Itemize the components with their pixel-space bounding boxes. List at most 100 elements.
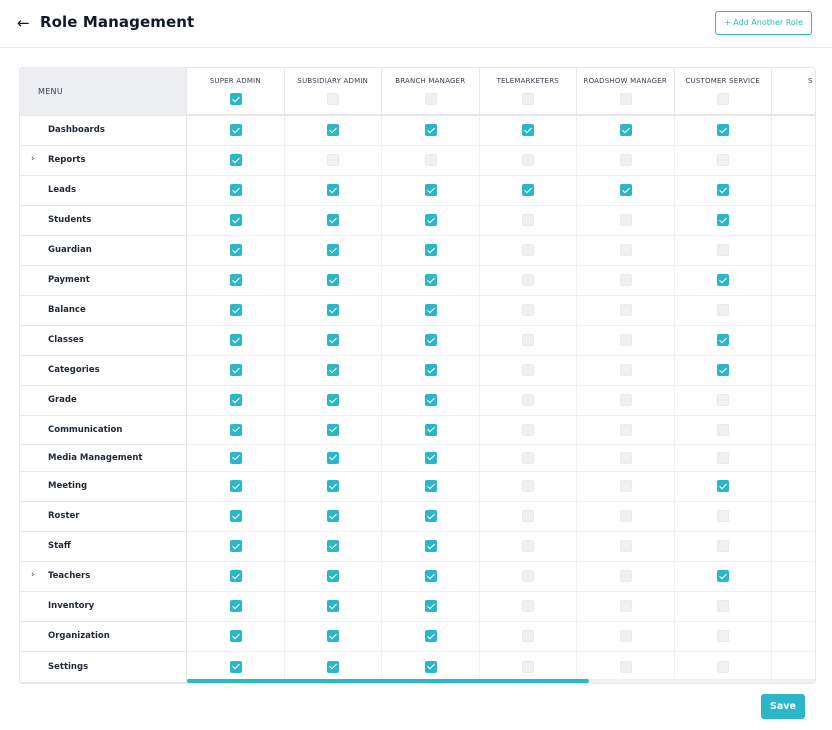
permission-checkbox-grade-super-admin[interactable]	[229, 394, 242, 406]
permission-checkbox-organization-super-admin[interactable]	[229, 630, 242, 642]
permission-checkbox-settings-super-admin[interactable]	[229, 660, 242, 673]
chevron-right-icon[interactable]: ›	[31, 570, 35, 580]
permission-checkbox-dashboards-customer-service[interactable]	[717, 124, 730, 136]
permission-checkbox-inventory-telemarketers[interactable]	[522, 600, 535, 612]
permission-checkbox-staff-super-admin[interactable]	[229, 540, 242, 552]
permission-checkbox-communication-customer-service[interactable]	[717, 423, 730, 436]
permission-checkbox-inventory-branch-manager[interactable]	[424, 600, 437, 612]
permission-checkbox-categories-super-admin[interactable]	[229, 364, 242, 376]
scrollbar-thumb[interactable]	[187, 679, 589, 683]
permission-checkbox-teachers-roadshow-manager[interactable]	[619, 570, 632, 582]
permission-checkbox-categories-telemarketers[interactable]	[522, 364, 535, 376]
permission-checkbox-reports-subsidiary-admin[interactable]	[327, 154, 340, 166]
permission-checkbox-staff-roadshow-manager[interactable]	[619, 540, 632, 552]
permission-checkbox-grade-telemarketers[interactable]	[522, 394, 535, 406]
chevron-right-icon[interactable]: ›	[31, 154, 35, 164]
permission-checkbox-classes-roadshow-manager[interactable]	[619, 334, 632, 346]
permission-checkbox-leads-customer-service[interactable]	[717, 184, 730, 196]
add-another-role-button[interactable]: + Add Another Role	[715, 11, 812, 35]
permission-checkbox-dashboards-telemarketers[interactable]	[522, 124, 535, 136]
permission-checkbox-guardian-super-admin[interactable]	[229, 244, 242, 256]
menu-item-teachers[interactable]: › Teachers	[20, 562, 186, 592]
permission-checkbox-media-management-customer-service[interactable]	[717, 451, 730, 464]
permission-checkbox-roster-customer-service[interactable]	[717, 510, 730, 522]
permission-checkbox-grade-customer-service[interactable]	[717, 394, 730, 406]
permission-checkbox-classes-subsidiary-admin[interactable]	[327, 334, 340, 346]
permission-checkbox-settings-customer-service[interactable]	[717, 660, 730, 673]
permission-checkbox-grade-roadshow-manager[interactable]	[619, 394, 632, 406]
permission-checkbox-organization-branch-manager[interactable]	[424, 630, 437, 642]
permission-checkbox-inventory-customer-service[interactable]	[717, 600, 730, 612]
permission-checkbox-categories-branch-manager[interactable]	[424, 364, 437, 376]
permission-checkbox-media-management-telemarketers[interactable]	[522, 451, 535, 464]
permission-checkbox-meeting-subsidiary-admin[interactable]	[327, 480, 340, 492]
permission-checkbox-media-management-roadshow-manager[interactable]	[619, 451, 632, 464]
select-all-checkbox[interactable]	[619, 93, 632, 105]
permission-checkbox-settings-roadshow-manager[interactable]	[619, 660, 632, 673]
permission-checkbox-teachers-telemarketers[interactable]	[522, 570, 535, 582]
permission-checkbox-inventory-subsidiary-admin[interactable]	[327, 600, 340, 612]
permission-checkbox-teachers-customer-service[interactable]	[717, 570, 730, 582]
permission-checkbox-classes-telemarketers[interactable]	[522, 334, 535, 346]
permission-checkbox-categories-subsidiary-admin[interactable]	[327, 364, 340, 376]
permission-checkbox-guardian-customer-service[interactable]	[717, 244, 730, 256]
permission-checkbox-guardian-roadshow-manager[interactable]	[619, 244, 632, 256]
permission-checkbox-settings-subsidiary-admin[interactable]	[327, 660, 340, 673]
select-all-checkbox[interactable]	[424, 93, 437, 105]
permission-checkbox-organization-telemarketers[interactable]	[522, 630, 535, 642]
permission-checkbox-payment-subsidiary-admin[interactable]	[327, 274, 340, 286]
select-all-checkbox[interactable]	[327, 93, 340, 105]
permission-checkbox-payment-super-admin[interactable]	[229, 274, 242, 286]
permission-checkbox-roster-branch-manager[interactable]	[424, 510, 437, 522]
permission-checkbox-organization-subsidiary-admin[interactable]	[327, 630, 340, 642]
permission-checkbox-communication-telemarketers[interactable]	[522, 423, 535, 436]
permission-checkbox-leads-super-admin[interactable]	[229, 184, 242, 196]
permission-grid[interactable]: SUPER ADMIN SUBSIDIARY ADMIN BRANCH MANAGE…	[187, 68, 815, 683]
permission-checkbox-leads-telemarketers[interactable]	[522, 184, 535, 196]
permission-checkbox-meeting-customer-service[interactable]	[717, 480, 730, 492]
permission-checkbox-teachers-super-admin[interactable]	[229, 570, 242, 582]
back-arrow-icon[interactable]: ←	[17, 14, 30, 32]
permission-checkbox-students-subsidiary-admin[interactable]	[327, 214, 340, 226]
permission-checkbox-balance-branch-manager[interactable]	[424, 304, 437, 316]
permission-checkbox-balance-roadshow-manager[interactable]	[619, 304, 632, 316]
permission-checkbox-communication-subsidiary-admin[interactable]	[327, 423, 340, 436]
permission-checkbox-students-telemarketers[interactable]	[522, 214, 535, 226]
permission-checkbox-staff-customer-service[interactable]	[717, 540, 730, 552]
permission-checkbox-payment-telemarketers[interactable]	[522, 274, 535, 286]
permission-checkbox-media-management-super-admin[interactable]	[229, 451, 242, 464]
permission-checkbox-reports-customer-service[interactable]	[717, 154, 730, 166]
menu-item-reports[interactable]: › Reports	[20, 146, 186, 176]
permission-checkbox-classes-super-admin[interactable]	[229, 334, 242, 346]
permission-checkbox-inventory-roadshow-manager[interactable]	[619, 600, 632, 612]
permission-checkbox-students-super-admin[interactable]	[229, 214, 242, 226]
permission-checkbox-grade-branch-manager[interactable]	[424, 394, 437, 406]
permission-checkbox-dashboards-branch-manager[interactable]	[424, 124, 437, 136]
permission-checkbox-payment-roadshow-manager[interactable]	[619, 274, 632, 286]
permission-checkbox-students-roadshow-manager[interactable]	[619, 214, 632, 226]
permission-checkbox-payment-branch-manager[interactable]	[424, 274, 437, 286]
permission-checkbox-categories-customer-service[interactable]	[717, 364, 730, 376]
permission-checkbox-settings-telemarketers[interactable]	[522, 660, 535, 673]
permission-checkbox-dashboards-super-admin[interactable]	[229, 124, 242, 136]
permission-checkbox-classes-branch-manager[interactable]	[424, 334, 437, 346]
permission-checkbox-balance-telemarketers[interactable]	[522, 304, 535, 316]
select-all-checkbox[interactable]	[229, 93, 242, 105]
permission-checkbox-inventory-super-admin[interactable]	[229, 600, 242, 612]
permission-checkbox-reports-roadshow-manager[interactable]	[619, 154, 632, 166]
permission-checkbox-roster-super-admin[interactable]	[229, 510, 242, 522]
permission-checkbox-dashboards-subsidiary-admin[interactable]	[327, 124, 340, 136]
permission-checkbox-guardian-telemarketers[interactable]	[522, 244, 535, 256]
save-button[interactable]: Save	[761, 694, 805, 719]
permission-checkbox-leads-branch-manager[interactable]	[424, 184, 437, 196]
permission-checkbox-teachers-branch-manager[interactable]	[424, 570, 437, 582]
permission-checkbox-leads-subsidiary-admin[interactable]	[327, 184, 340, 196]
permission-checkbox-classes-customer-service[interactable]	[717, 334, 730, 346]
permission-checkbox-reports-super-admin[interactable]	[229, 154, 242, 166]
permission-checkbox-guardian-branch-manager[interactable]	[424, 244, 437, 256]
permission-checkbox-roster-roadshow-manager[interactable]	[619, 510, 632, 522]
permission-checkbox-staff-branch-manager[interactable]	[424, 540, 437, 552]
permission-checkbox-meeting-telemarketers[interactable]	[522, 480, 535, 492]
permission-checkbox-reports-telemarketers[interactable]	[522, 154, 535, 166]
permission-checkbox-media-management-branch-manager[interactable]	[424, 451, 437, 464]
